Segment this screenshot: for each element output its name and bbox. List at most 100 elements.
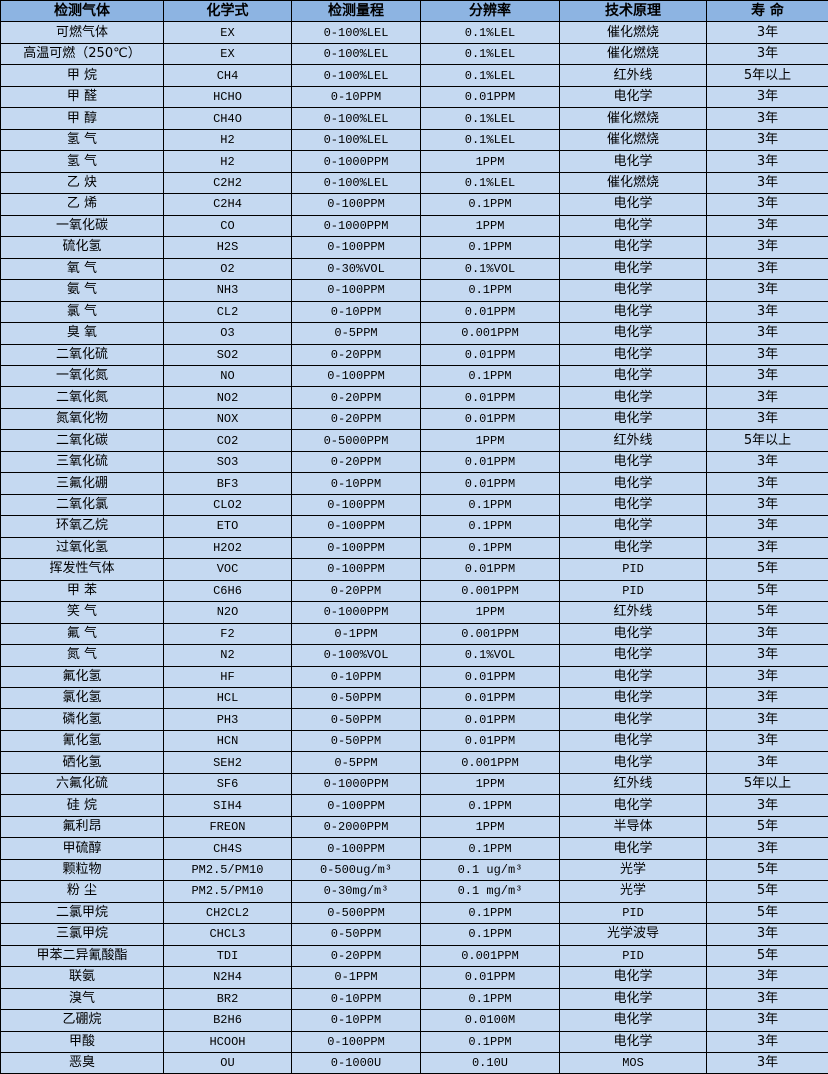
gas-name-cell: 氟 气 [0,622,164,646]
principle-cell: 电化学 [559,257,707,281]
formula-cell: H2O2 [163,536,292,560]
gas-name-cell: 过氧化氢 [0,536,164,560]
range-cell: 0-100PPM [291,515,421,538]
gas-name-cell: 甲 醛 [0,85,164,109]
gas-name-cell: 磷化氢 [0,708,164,731]
range-cell: 0-20PPM [291,386,421,409]
range-cell: 0-100PPM [291,558,421,581]
formula-cell: NO [163,364,292,388]
principle-cell: MOS [559,1051,707,1074]
resolution-cell: 0.001PPM [420,322,560,345]
resolution-cell: 1PPM [420,214,560,238]
gas-name-cell: 环氧乙烷 [0,515,164,538]
lifespan-cell: 3年 [706,837,828,860]
formula-cell: NO2 [163,386,292,409]
principle-cell: 催化燃烧 [559,21,707,44]
principle-cell: PID [559,579,707,603]
gas-name-cell: 氨 气 [0,279,164,302]
table-row: 挥发性气体 VOC 0-100PPM 0.01PPM PID 5年 [0,558,828,581]
gas-name-cell: 二氧化硫 [0,343,164,366]
lifespan-cell: 3年 [706,450,828,474]
formula-cell: PM2.5/PM10 [163,858,292,882]
header-principle: 技术原理 [559,0,707,23]
lifespan-cell: 3年 [706,85,828,109]
principle-cell: 电化学 [559,644,707,667]
gas-name-cell: 三氯甲烷 [0,923,164,946]
lifespan-cell: 3年 [706,257,828,281]
range-cell: 0-30mg/m³ [291,880,421,903]
principle-cell: 电化学 [559,214,707,238]
lifespan-cell: 3年 [706,236,828,259]
table-row: 甲硫醇 CH4S 0-100PPM 0.1PPM 电化学 3年 [0,837,828,860]
gas-name-cell: 甲 苯 [0,579,164,603]
gas-name-cell: 氢 气 [0,128,164,152]
principle-cell: 电化学 [559,450,707,474]
table-row: 二氧化硫 SO2 0-20PPM 0.01PPM 电化学 3年 [0,343,828,366]
resolution-cell: 0.1PPM [420,536,560,560]
principle-cell: 电化学 [559,794,707,817]
table-row: 乙硼烷 B2H6 0-10PPM 0.0100M 电化学 3年 [0,1009,828,1032]
lifespan-cell: 3年 [706,21,828,44]
lifespan-cell: 3年 [706,644,828,667]
table-row: 甲 醇 CH4O 0-100%LEL 0.1%LEL 催化燃烧 3年 [0,107,828,130]
resolution-cell: 0.1PPM [420,236,560,259]
resolution-cell: 0.01PPM [420,450,560,474]
resolution-cell: 0.1PPM [420,279,560,302]
table-row: 氯 气 CL2 0-10PPM 0.01PPM 电化学 3年 [0,300,828,324]
table-row: 臭 氧 O3 0-5PPM 0.001PPM 电化学 3年 [0,322,828,345]
principle-cell: 电化学 [559,364,707,388]
formula-cell: SO2 [163,343,292,366]
principle-cell: 电化学 [559,279,707,302]
range-cell: 0-5000PPM [291,429,421,452]
lifespan-cell: 5年以上 [706,772,828,796]
lifespan-cell: 3年 [706,107,828,130]
lifespan-cell: 3年 [706,1009,828,1032]
resolution-cell: 0.1%LEL [420,21,560,44]
gas-name-cell: 硒化氢 [0,751,164,774]
gas-name-cell: 一氧化碳 [0,214,164,238]
lifespan-cell: 3年 [706,472,828,495]
principle-cell: 电化学 [559,966,707,989]
resolution-cell: 0.01PPM [420,343,560,366]
principle-cell: 电化学 [559,322,707,345]
formula-cell: B2H6 [163,1009,292,1032]
formula-cell: C2H4 [163,193,292,216]
resolution-cell: 0.1 mg/m³ [420,880,560,903]
table-row: 氢 气 H2 0-1000PPM 1PPM 电化学 3年 [0,150,828,173]
formula-cell: HCOOH [163,1030,292,1053]
principle-cell: 红外线 [559,429,707,452]
table-row: 可燃气体 EX 0-100%LEL 0.1%LEL 催化燃烧 3年 [0,21,828,44]
table-row: 联氨 N2H4 0-1PPM 0.01PPM 电化学 3年 [0,966,828,989]
resolution-cell: 0.01PPM [420,729,560,753]
range-cell: 0-20PPM [291,407,421,431]
resolution-cell: 0.1 ug/m³ [420,858,560,882]
formula-cell: TDI [163,944,292,968]
lifespan-cell: 3年 [706,794,828,817]
formula-cell: N2H4 [163,966,292,989]
table-row: 硅 烷 SIH4 0-100PPM 0.1PPM 电化学 3年 [0,794,828,817]
gas-name-cell: 乙 炔 [0,171,164,195]
table-row: 二氧化碳 CO2 0-5000PPM 1PPM 红外线 5年以上 [0,429,828,452]
gas-name-cell: 二氧化氯 [0,493,164,517]
table-row: 颗粒物 PM2.5/PM10 0-500ug/m³ 0.1 ug/m³ 光学 5年 [0,858,828,882]
lifespan-cell: 5年 [706,579,828,603]
table-row: 三氧化硫 SO3 0-20PPM 0.01PPM 电化学 3年 [0,450,828,474]
lifespan-cell: 3年 [706,279,828,302]
lifespan-cell: 3年 [706,515,828,538]
range-cell: 0-100%LEL [291,64,421,87]
formula-cell: CHCL3 [163,923,292,946]
lifespan-cell: 3年 [706,536,828,560]
table-row: 氟 气 F2 0-1PPM 0.001PPM 电化学 3年 [0,622,828,646]
resolution-cell: 0.01PPM [420,407,560,431]
formula-cell: BF3 [163,472,292,495]
lifespan-cell: 5年 [706,858,828,882]
gas-name-cell: 二氧化碳 [0,429,164,452]
range-cell: 0-100PPM [291,536,421,560]
gas-name-cell: 氟利昂 [0,815,164,839]
gas-name-cell: 氯 气 [0,300,164,324]
lifespan-cell: 3年 [706,966,828,989]
lifespan-cell: 3年 [706,708,828,731]
resolution-cell: 0.1%LEL [420,128,560,152]
table-row: 恶臭 OU 0-1000U 0.10U MOS 3年 [0,1051,828,1074]
